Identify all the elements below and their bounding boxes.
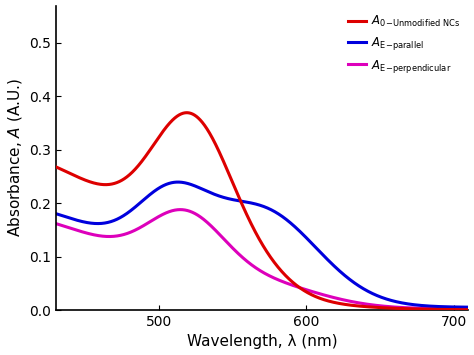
Y-axis label: Absorbance, $A$ (A.U.): Absorbance, $A$ (A.U.) (6, 78, 24, 237)
X-axis label: Wavelength, λ (nm): Wavelength, λ (nm) (187, 334, 337, 349)
Legend: $A_\mathrm{0\!-\!Unmodified\ NCs}$, $A_\mathrm{E\!-\!parallel}$, $A_\mathrm{E\!-: $A_\mathrm{0\!-\!Unmodified\ NCs}$, $A_\… (345, 11, 463, 77)
